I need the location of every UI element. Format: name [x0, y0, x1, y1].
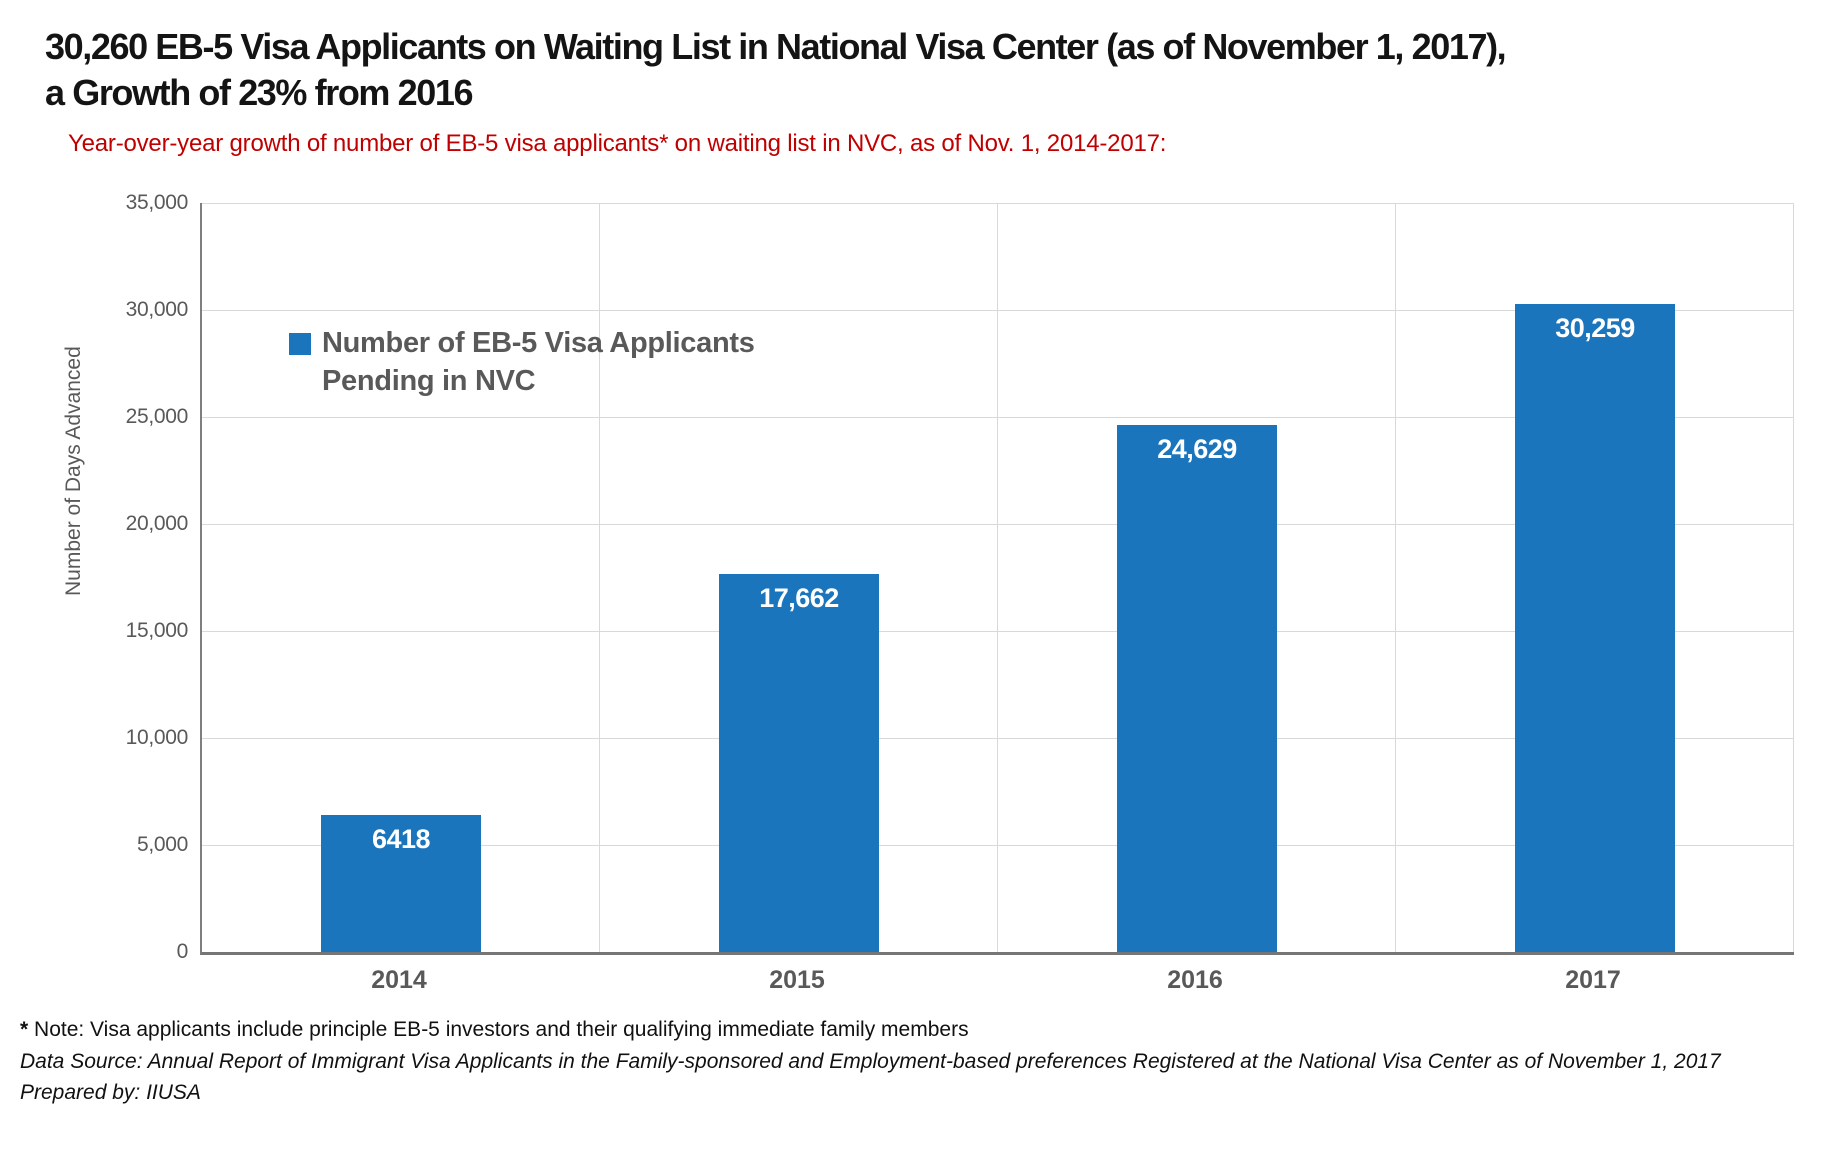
legend-label-line2: Pending in NVC — [322, 365, 536, 397]
y-tick-label-10000: 10,000 — [125, 726, 189, 749]
chart-subtitle: Year-over-year growth of number of EB-5 … — [68, 130, 1167, 157]
gridline-y-30000 — [202, 309, 1794, 311]
gridline-x-4 — [1793, 203, 1794, 952]
y-tick-label-25000: 25,000 — [125, 405, 189, 428]
chart-main-title-line2: a Growth of 23% from 2016 — [45, 72, 474, 113]
gridline-y-10000 — [202, 737, 1794, 739]
y-tick-label-0: 0 — [176, 940, 189, 963]
footnote-prepared-by: Prepared by: IIUSA — [20, 1081, 201, 1104]
gridline-x-3 — [1395, 203, 1396, 952]
y-tick-label-35000: 35,000 — [125, 191, 189, 214]
bar-value-label-2016: 24,629 — [1157, 433, 1237, 464]
gridline-y-15000 — [202, 630, 1794, 632]
bar-2015: 17,662 — [719, 574, 879, 952]
x-tick-label-2014: 2014 — [371, 966, 427, 994]
y-tick-label-20000: 20,000 — [125, 512, 189, 535]
x-tick-label-2016: 2016 — [1167, 966, 1223, 994]
x-tick-label-2017: 2017 — [1565, 966, 1621, 994]
legend-label-line1: Number of EB-5 Visa Applicants — [322, 327, 755, 359]
y-tick-label-30000: 30,000 — [125, 298, 189, 321]
bar-value-label-2015: 17,662 — [759, 583, 839, 614]
gridline-y-25000 — [202, 416, 1794, 418]
gridline-x-1 — [599, 203, 600, 952]
gridline-y-5000 — [202, 844, 1794, 846]
chart-main-title-line1: 30,260 EB-5 Visa Applicants on Waiting L… — [45, 26, 1507, 67]
legend-label: Number of EB-5 Visa Applicants Pending i… — [322, 324, 755, 400]
footnote-asterisk: * — [20, 1018, 29, 1041]
bar-2014: 6418 — [321, 814, 481, 952]
bar-value-label-2017: 30,259 — [1555, 313, 1635, 344]
x-tick-label-2015: 2015 — [769, 966, 825, 994]
footnote-data-source: Data Source: Annual Report of Immigrant … — [20, 1049, 1721, 1073]
chart-main-title: 30,260 EB-5 Visa Applicants on Waiting L… — [45, 24, 1785, 116]
y-tick-label-15000: 15,000 — [125, 619, 189, 642]
bar-value-label-2014: 6418 — [371, 823, 431, 854]
footnotes: * Note: Visa applicants include principl… — [20, 1014, 1810, 1109]
bar-2016: 24,629 — [1117, 424, 1277, 952]
footnote-note: * Note: Visa applicants include principl… — [20, 1014, 1810, 1046]
bar-2017: 30,259 — [1515, 304, 1675, 952]
legend-marker-swatch — [289, 333, 311, 355]
legend: Number of EB-5 Visa Applicants Pending i… — [289, 324, 755, 400]
plot-area: 6418 17,662 24,629 30,259 — [200, 202, 1794, 955]
y-tick-label-5000: 5,000 — [136, 833, 188, 856]
gridline-y-35000 — [202, 202, 1794, 204]
footnote-note-text: Note: Visa applicants include principle … — [28, 1018, 969, 1041]
gridline-y-20000 — [202, 523, 1794, 525]
gridline-x-2 — [997, 203, 998, 952]
